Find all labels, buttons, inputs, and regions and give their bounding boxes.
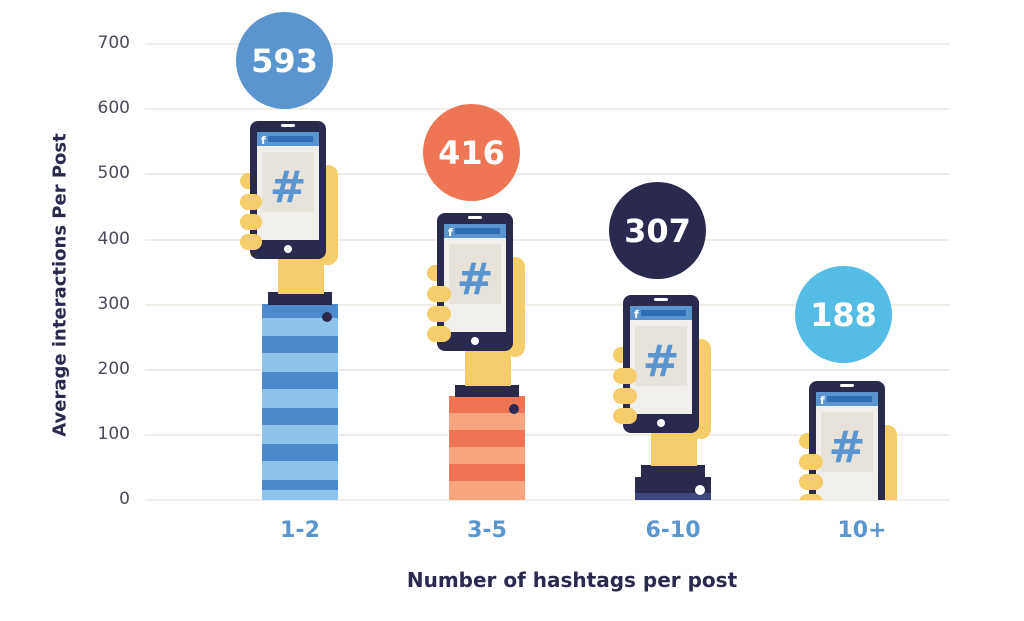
sleeve-button-icon: [322, 312, 332, 322]
smartphone-icon: f #: [250, 121, 326, 259]
y-tick-400: 400: [97, 229, 130, 249]
svg-text:f: f: [448, 226, 453, 239]
bar-3-5-illustration: f #: [427, 213, 525, 500]
gridline: [145, 173, 950, 175]
gridline: [145, 108, 950, 110]
striped-sleeve-3-5: [449, 396, 525, 500]
sleeve-button-icon: [695, 485, 705, 495]
cuff: [455, 385, 519, 397]
x-tick-1-2: 1-2: [280, 518, 320, 543]
smartphone-icon: f #: [437, 213, 513, 351]
x-tick-3-5: 3-5: [467, 518, 507, 543]
gridline: [145, 239, 950, 241]
sleeve-button-icon: [509, 404, 519, 414]
y-tick-100: 100: [97, 424, 130, 444]
fingers-icon: [613, 368, 637, 424]
value-bubble-3-5: 416: [423, 104, 520, 201]
y-tick-200: 200: [97, 359, 130, 379]
svg-text:f: f: [820, 394, 825, 407]
svg-text:f: f: [261, 134, 266, 147]
gridline: [145, 434, 950, 436]
cuff: [268, 292, 332, 305]
svg-text:f: f: [634, 308, 639, 321]
x-tick-6-10: 6-10: [645, 518, 701, 543]
fingers-icon: [799, 454, 823, 500]
svg-text:#: #: [457, 254, 494, 305]
y-axis-title: Average interactions Per Post: [49, 133, 71, 437]
y-tick-0: 0: [119, 489, 130, 509]
cuff-sleeve-6-10: [635, 465, 711, 500]
bar-6-10-illustration: f #: [613, 295, 711, 500]
y-tick-500: 500: [97, 163, 130, 183]
y-tick-700: 700: [97, 33, 130, 53]
gridline: [145, 369, 950, 371]
y-tick-300: 300: [97, 294, 130, 314]
svg-text:#: #: [270, 162, 307, 213]
x-tick-10plus: 10+: [837, 518, 887, 543]
gridline: [145, 499, 950, 501]
value-bubble-1-2: 593: [236, 12, 333, 109]
smartphone-icon: f #: [809, 381, 885, 500]
y-tick-600: 600: [97, 98, 130, 118]
value-bubble-10plus: 188: [795, 266, 892, 363]
bar-10plus-illustration: f #: [799, 381, 897, 500]
bar-1-2-illustration: f #: [240, 121, 338, 500]
value-bubble-6-10: 307: [609, 182, 706, 279]
gridline: [145, 43, 950, 45]
svg-text:#: #: [829, 422, 866, 473]
fingers-icon: [240, 194, 262, 250]
gridline: [145, 304, 950, 306]
x-axis-title: Number of hashtags per post: [406, 568, 738, 592]
fingers-icon: [427, 286, 451, 342]
striped-sleeve-1-2: [262, 304, 338, 500]
smartphone-icon: f #: [623, 295, 699, 433]
svg-text:#: #: [643, 336, 680, 387]
